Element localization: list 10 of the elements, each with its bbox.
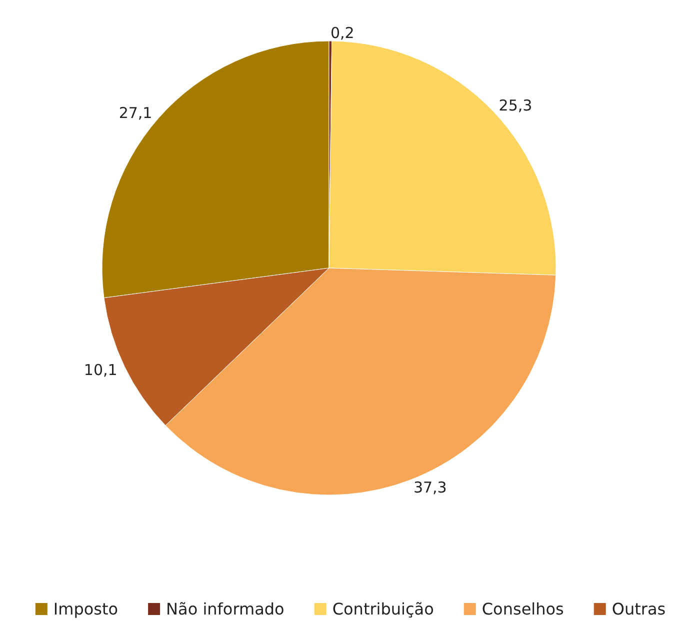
data-label: 25,3 [498,96,532,115]
data-label: 10,1 [84,361,118,380]
legend-label: Contribuição [332,600,434,618]
legend-label: Conselhos [482,600,564,618]
data-label: 37,3 [413,478,447,496]
data-label: 0,2 [330,24,354,42]
legend-label: Não informado [166,600,284,618]
legend-label: Imposto [53,600,118,618]
data-label: 27,1 [118,104,152,122]
legend-label: Outras [612,600,666,618]
